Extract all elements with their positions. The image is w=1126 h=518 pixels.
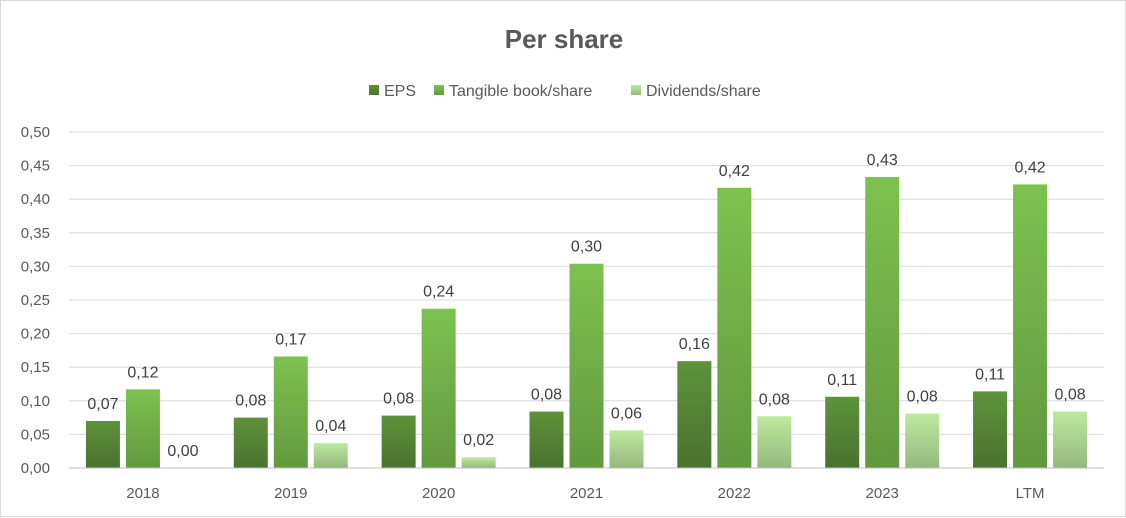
x-axis-ticks: 2018 2019 2020 2021 2022 2023 LTM <box>69 467 1104 502</box>
bar-eps-2021 <box>529 411 564 468</box>
data-label: 0,42 <box>1015 159 1046 176</box>
bar-dividends-share-2019 <box>313 443 348 468</box>
y-tick-label: 0,10 <box>21 393 50 410</box>
x-tick-label: 2019 <box>274 485 307 502</box>
bar-tangible-book-share-2020 <box>421 308 456 468</box>
bar-tangible-book-share-2018 <box>125 389 160 468</box>
legend-label: EPS <box>384 83 416 100</box>
y-tick-label: 0,15 <box>21 359 50 376</box>
data-label: 0,06 <box>611 405 642 422</box>
y-axis-ticks: 0,00 0,05 0,10 0,15 0,20 0,25 0,30 0,35 0,40 0,45… <box>21 124 50 477</box>
data-label: 0,07 <box>87 396 118 413</box>
chart-title: Per share <box>505 24 624 54</box>
legend-label: Dividends/share <box>646 83 761 100</box>
bar-tangible-book-share-2019 <box>273 356 308 468</box>
y-tick-label: 0,50 <box>21 124 50 141</box>
bar-eps-2020 <box>381 415 416 468</box>
data-labels: 0,07 0,12 0,00 0,08 0,17 0,04 0,08 0,24 0,02 0,08… <box>87 152 1085 460</box>
data-label: 0,24 <box>423 284 454 301</box>
x-tick-label: 2022 <box>718 485 751 502</box>
bar-eps-2023 <box>825 396 860 468</box>
y-tick-label: 0,40 <box>21 191 50 208</box>
bar-eps-2018 <box>85 420 120 468</box>
data-label: 0,12 <box>127 364 158 381</box>
data-label: 0,11 <box>827 372 857 389</box>
bar-dividends-share-2021 <box>609 430 644 468</box>
y-tick-label: 0,35 <box>21 225 50 242</box>
bar-dividends-share-2020 <box>461 457 496 468</box>
data-label: 0,02 <box>463 432 494 449</box>
legend-swatch <box>631 85 641 95</box>
bar-eps-2022 <box>677 361 712 468</box>
legend-label: Tangible book/share <box>449 83 592 100</box>
bar-eps-ltm <box>973 391 1008 468</box>
y-tick-label: 0,20 <box>21 326 50 343</box>
legend: EPS Tangible book/share Dividends/share <box>369 83 761 100</box>
data-label: 0,42 <box>719 163 750 180</box>
bar-eps-2019 <box>233 417 268 468</box>
data-label: 0,00 <box>167 443 198 460</box>
bars <box>85 177 1088 469</box>
legend-swatch <box>369 85 379 95</box>
data-label: 0,08 <box>531 387 562 404</box>
y-tick-label: 0,45 <box>21 158 50 175</box>
x-tick-label: 2023 <box>866 485 899 502</box>
y-tick-label: 0,30 <box>21 258 50 275</box>
data-label: 0,08 <box>1055 387 1086 404</box>
bar-tangible-book-share-2022 <box>717 187 752 468</box>
bar-tangible-book-share-2021 <box>569 263 604 468</box>
data-label: 0,30 <box>571 239 602 256</box>
bar-dividends-share-2023 <box>905 413 940 468</box>
data-label: 0,08 <box>383 391 414 408</box>
bar-tangible-book-share-ltm <box>1013 184 1048 468</box>
data-label: 0,08 <box>235 393 266 410</box>
data-label: 0,43 <box>867 152 898 169</box>
bar-dividends-share-2022 <box>757 416 792 468</box>
bar-tangible-book-share-2023 <box>865 177 900 469</box>
bar-dividends-share-ltm <box>1053 411 1088 468</box>
y-tick-label: 0,25 <box>21 292 50 309</box>
x-tick-label: LTM <box>1016 485 1045 502</box>
x-tick-label: 2018 <box>126 485 159 502</box>
data-label: 0,11 <box>975 366 1005 383</box>
data-label: 0,04 <box>315 418 346 435</box>
data-label: 0,17 <box>275 331 306 348</box>
data-label: 0,08 <box>759 391 790 408</box>
y-tick-label: 0,00 <box>21 460 50 477</box>
x-tick-label: 2021 <box>570 485 603 502</box>
y-tick-label: 0,05 <box>21 426 50 443</box>
data-label: 0,08 <box>907 389 938 406</box>
x-tick-label: 2020 <box>422 485 455 502</box>
legend-swatch <box>434 85 444 95</box>
data-label: 0,16 <box>679 336 710 353</box>
